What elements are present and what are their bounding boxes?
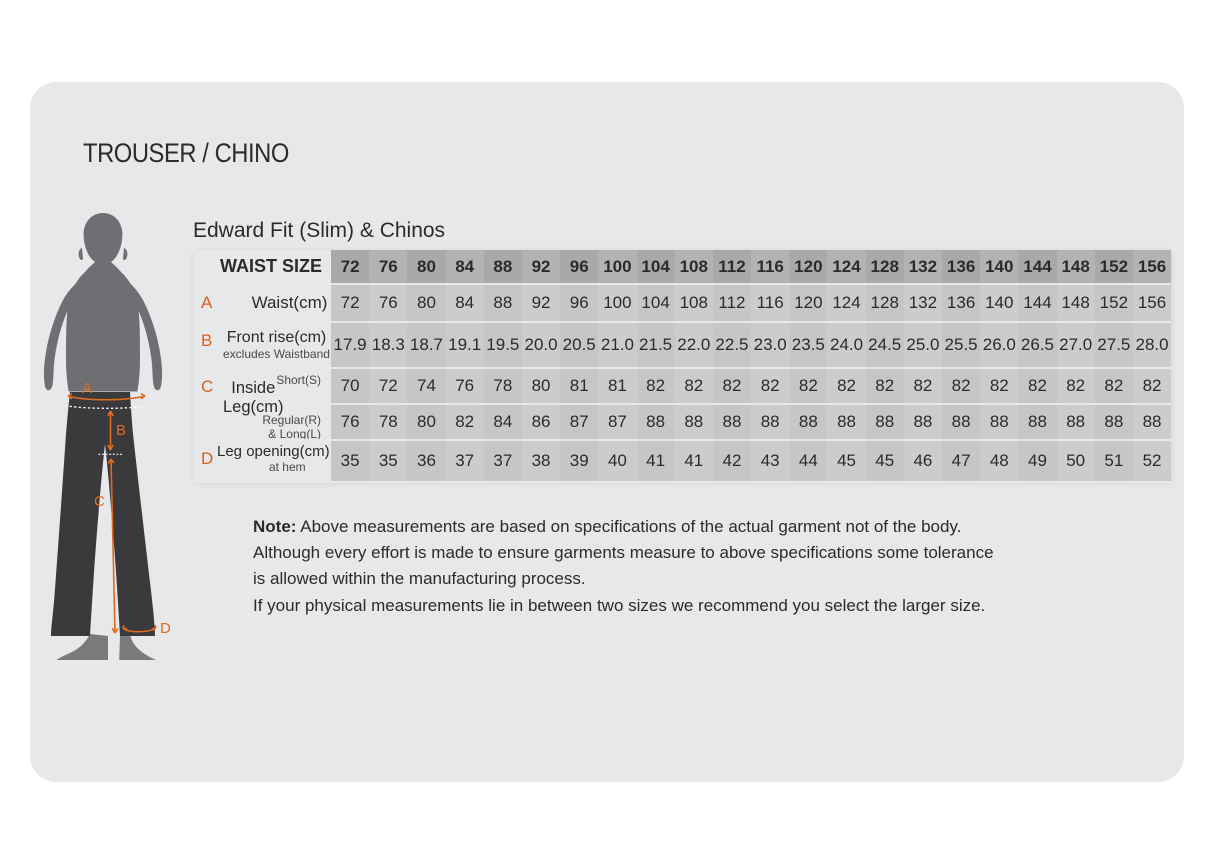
svg-text:C: C	[94, 493, 105, 510]
svg-text:A: A	[82, 380, 92, 397]
svg-text:D: D	[160, 620, 171, 637]
svg-text:B: B	[116, 422, 126, 439]
